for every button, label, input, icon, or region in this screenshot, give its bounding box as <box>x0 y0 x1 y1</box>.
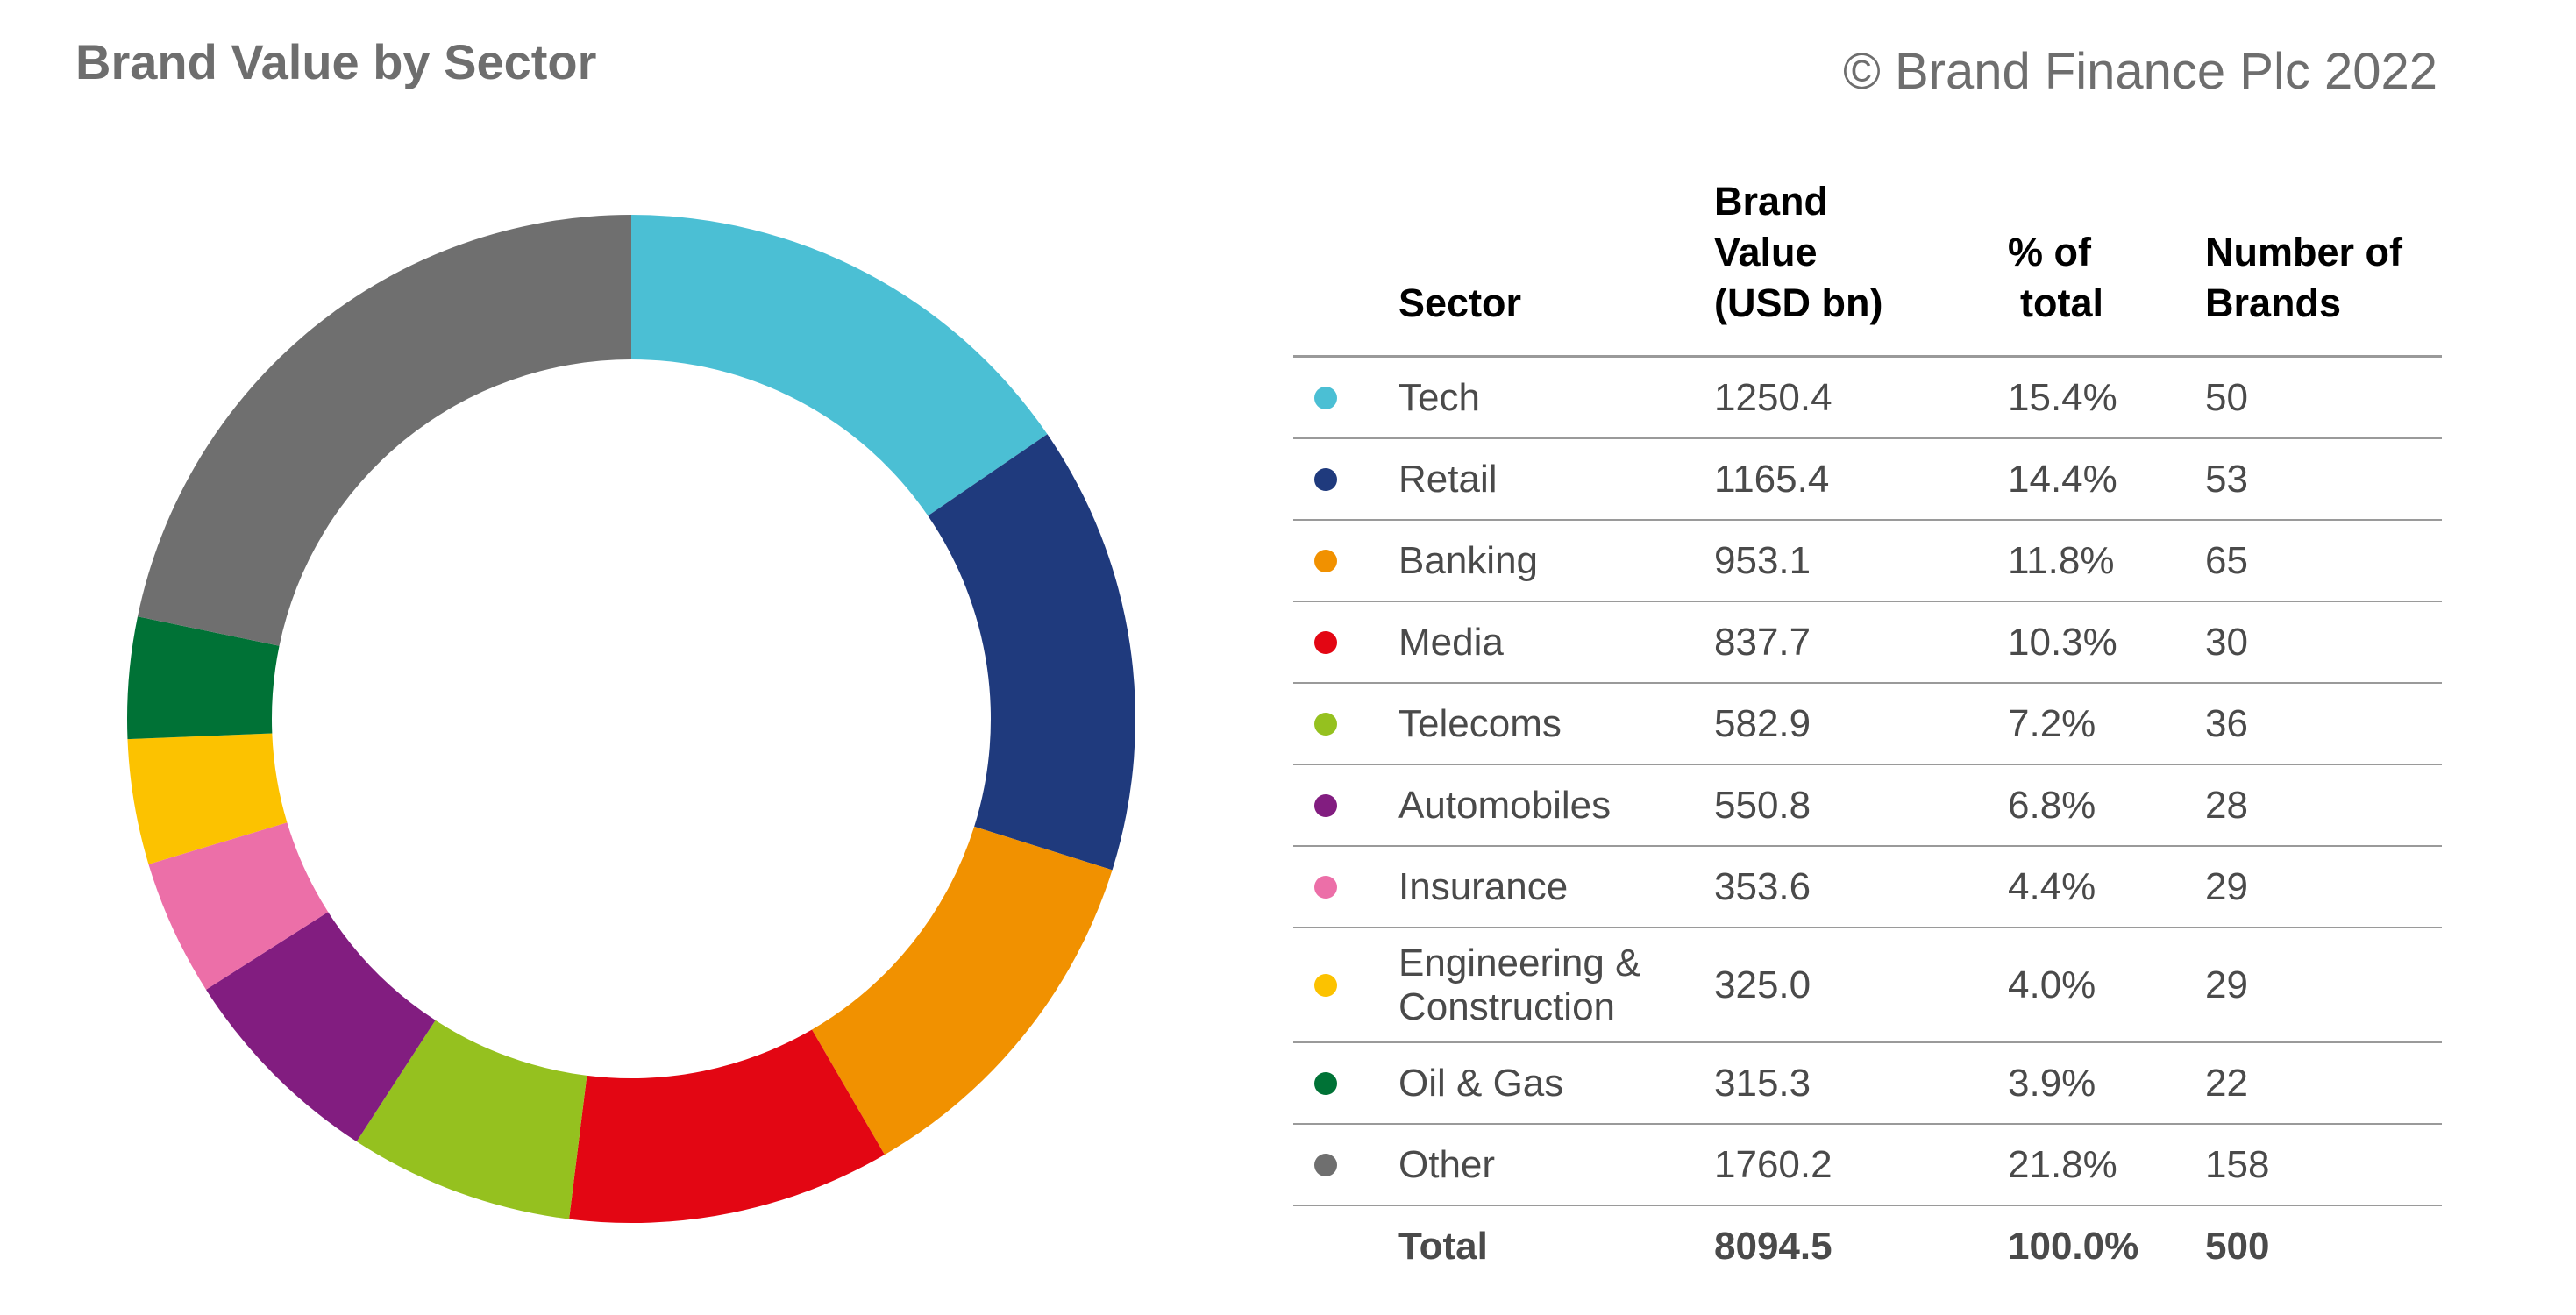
row-brands: 30 <box>2205 620 2248 664</box>
header-percent-line1: % of <box>2008 230 2091 274</box>
row-percent: 11.8% <box>2008 538 2115 582</box>
row-sector: Oil & Gas <box>1398 1061 1564 1105</box>
donut-slice-automobiles <box>205 912 436 1142</box>
donut-slice-retail <box>928 434 1135 871</box>
row-sector: Telecoms <box>1398 701 1562 745</box>
row-sector: Insurance <box>1398 864 1569 908</box>
table-row: Other 1760.2 21.8% 158 <box>1293 1125 2442 1206</box>
row-percent: 14.4% <box>2008 457 2117 501</box>
row-value: 353.6 <box>1714 864 1811 908</box>
donut-slice-tech <box>631 215 1048 516</box>
row-sector-line1: Engineering & <box>1398 941 1641 984</box>
row-percent: 4.4% <box>2008 864 2096 908</box>
legend-dot <box>1314 386 1337 409</box>
row-value: 550.8 <box>1714 783 1811 827</box>
donut-slice-engineering-construction <box>127 733 288 864</box>
row-brands: 50 <box>2205 375 2248 419</box>
row-sector: Other <box>1398 1142 1496 1186</box>
table-row: Engineering & Construction 325.0 4.0% 29 <box>1293 928 2442 1043</box>
row-brands: 28 <box>2205 783 2248 827</box>
header-brand-value-line3: (USD bn) <box>1714 281 1883 325</box>
legend-dot <box>1314 1071 1337 1095</box>
header-brands-line2: Brands <box>2205 281 2342 325</box>
total-label: Total <box>1398 1224 1488 1268</box>
legend-dot <box>1314 549 1337 572</box>
chart-title: Brand Value by Sector <box>75 34 597 89</box>
legend-dot <box>1314 875 1337 899</box>
row-value: 953.1 <box>1714 538 1811 582</box>
row-percent: 7.2% <box>2008 701 2096 745</box>
row-sector: Banking <box>1398 538 1539 582</box>
row-sector: Retail <box>1398 457 1498 501</box>
total-value: 8094.5 <box>1714 1224 1832 1268</box>
table-row: Oil & Gas 315.3 3.9% 22 <box>1293 1043 2442 1125</box>
sector-table: Sector Brand Value (USD bn) % of total N… <box>1293 175 2442 1286</box>
row-value: 1165.4 <box>1714 457 1830 501</box>
legend-dot <box>1314 467 1337 491</box>
row-value: 837.7 <box>1714 620 1811 664</box>
header-number-of-brands: Number of Brands <box>2205 227 2442 329</box>
row-value: 325.0 <box>1714 963 1811 1006</box>
donut-slice-oil-gas <box>127 616 280 740</box>
row-sector: Automobiles <box>1398 783 1612 827</box>
legend-dot <box>1314 793 1337 817</box>
legend-dot <box>1314 973 1337 997</box>
donut-slice-other <box>137 215 632 646</box>
row-percent: 6.8% <box>2008 783 2096 827</box>
table-row: Tech 1250.4 15.4% 50 <box>1293 358 2442 439</box>
donut-slice-banking <box>812 826 1113 1155</box>
table-header: Sector Brand Value (USD bn) % of total N… <box>1293 175 2442 358</box>
row-brands: 65 <box>2205 538 2248 582</box>
legend-dot <box>1314 1153 1337 1176</box>
row-brands: 158 <box>2205 1142 2270 1186</box>
header-percent-line2: total <box>2020 281 2103 325</box>
row-brands: 53 <box>2205 457 2248 501</box>
table-row: Banking 953.1 11.8% 65 <box>1293 521 2442 602</box>
row-sector: Tech <box>1398 375 1480 419</box>
row-sector-line2: Construction <box>1398 984 1616 1028</box>
copyright-notice: © Brand Finance Plc 2022 <box>1843 43 2437 100</box>
header-brand-value-line2: Value <box>1714 230 1818 274</box>
donut-chart <box>127 215 1135 1223</box>
table-row: Insurance 353.6 4.4% 29 <box>1293 847 2442 928</box>
row-percent: 15.4% <box>2008 375 2117 419</box>
table-row: Retail 1165.4 14.4% 53 <box>1293 439 2442 521</box>
table-row: Media 837.7 10.3% 30 <box>1293 602 2442 684</box>
table-row: Automobiles 550.8 6.8% 28 <box>1293 765 2442 847</box>
row-brands: 29 <box>2205 864 2248 908</box>
legend-dot <box>1314 630 1337 654</box>
row-percent: 21.8% <box>2008 1142 2117 1186</box>
row-value: 315.3 <box>1714 1061 1811 1105</box>
row-brands: 29 <box>2205 963 2248 1006</box>
donut-slice-telecoms <box>356 1020 587 1219</box>
row-brands: 36 <box>2205 701 2248 745</box>
header-percent-total: % of total <box>2008 227 2183 329</box>
row-brands: 22 <box>2205 1061 2248 1105</box>
row-value: 1760.2 <box>1714 1142 1832 1186</box>
total-brands: 500 <box>2205 1224 2270 1268</box>
row-percent: 4.0% <box>2008 963 2096 1006</box>
row-sector: Engineering & Construction <box>1398 942 1640 1029</box>
row-value: 1250.4 <box>1714 375 1832 419</box>
table-row-total: Total 8094.5 100.0% 500 <box>1293 1206 2442 1286</box>
row-percent: 3.9% <box>2008 1061 2096 1105</box>
donut-slice-media <box>569 1029 885 1223</box>
total-percent: 100.0% <box>2008 1224 2139 1268</box>
header-brands-line1: Number of <box>2205 230 2402 274</box>
header-sector: Sector <box>1398 281 1522 325</box>
row-sector: Media <box>1398 620 1504 664</box>
header-brand-value-line1: Brand <box>1714 179 1829 224</box>
row-value: 582.9 <box>1714 701 1811 745</box>
header-brand-value: Brand Value (USD bn) <box>1714 176 1942 329</box>
table-row: Telecoms 582.9 7.2% 36 <box>1293 684 2442 765</box>
donut-slice-insurance <box>148 822 329 990</box>
legend-dot <box>1314 712 1337 736</box>
row-percent: 10.3% <box>2008 620 2117 664</box>
